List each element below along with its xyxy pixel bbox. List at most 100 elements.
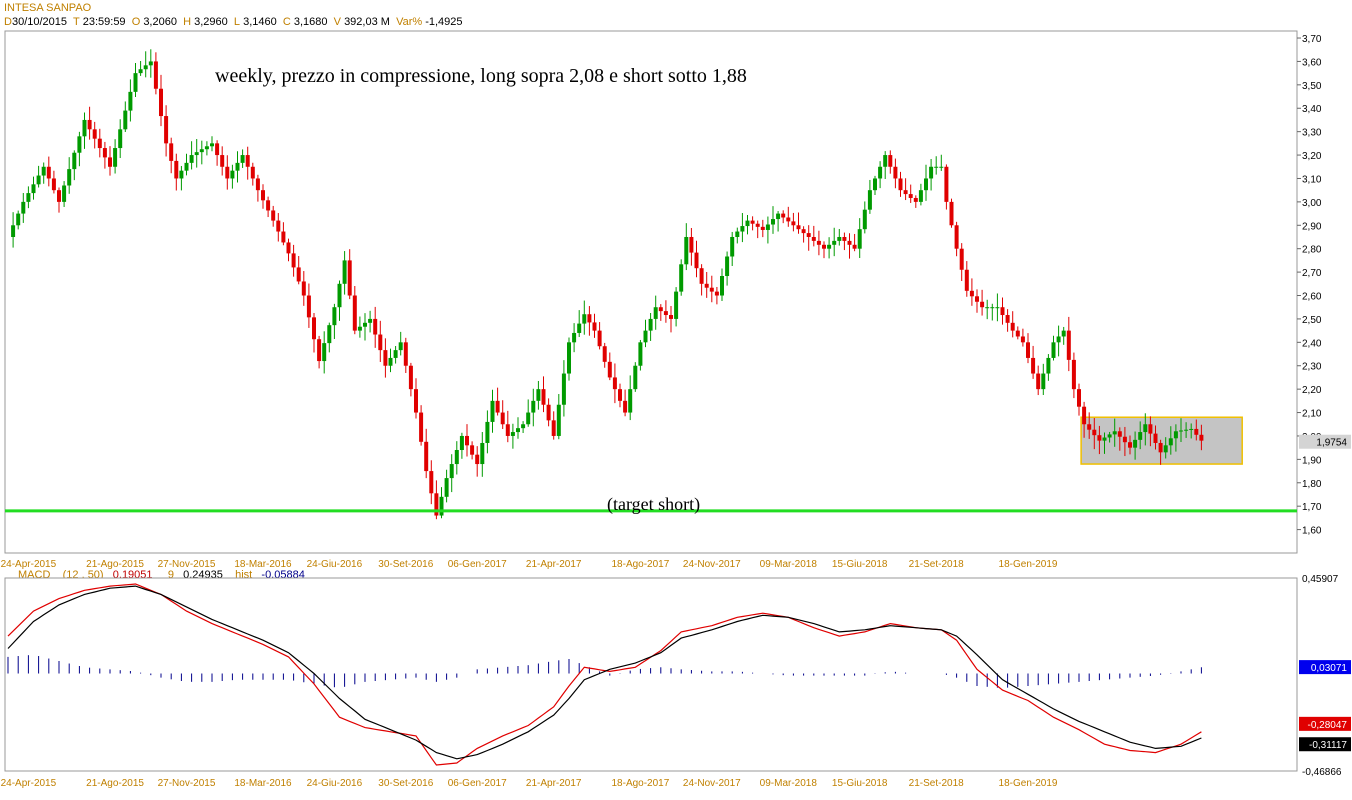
last-price-label: 1,9754 [1299,434,1351,449]
price-tick-label: 2,40 [1302,338,1322,349]
candle [898,171,903,197]
candle-body [1173,431,1178,439]
hist-value-label-bg [1299,660,1351,675]
candle [704,272,709,298]
candle [959,243,964,282]
price-tick-label: 2,30 [1302,362,1322,373]
time-value: 23:59:59 [82,16,126,28]
candle [1092,418,1097,450]
candle-body [199,149,204,153]
candle [419,405,424,446]
hist-value-label-text: 0,03071 [1311,663,1348,674]
candle [1020,328,1025,347]
candle [439,487,444,519]
candle-body [1082,406,1087,425]
candle [924,164,928,201]
candle-body [964,269,969,291]
candle-body [1005,315,1010,323]
candle [1117,427,1122,451]
candle-body [847,240,852,245]
candle-body [643,330,648,343]
annotation-main: weekly, prezzo in compressione, long sop… [215,65,747,87]
candle-body [516,428,520,433]
candle-body [954,225,959,249]
last-price-label-bg [1299,434,1351,449]
candle [301,271,306,306]
candle-body [924,178,928,191]
candle [618,383,622,408]
candle-body [903,190,908,195]
macd-tick-label: 0,45907 [1302,574,1339,585]
candle-body [735,231,740,237]
candle [1184,422,1189,438]
candle [709,275,714,303]
candle-body [893,166,898,179]
candle-body [760,226,765,230]
candle-body [322,343,327,362]
candle-body [510,432,515,436]
candle [1112,418,1117,447]
last-price-label-text: 1,9754 [1316,438,1347,449]
candle [250,162,255,186]
candle-body [383,350,388,366]
candle-body [490,400,495,422]
candle [378,320,383,362]
candle [541,376,546,413]
candle [189,141,194,170]
signal-value-label-text: -0,31117 [1309,740,1347,751]
candle [1056,325,1061,357]
date-tick-label: 30-Set-2016 [378,778,433,789]
date-label: D [4,16,12,28]
candle [46,156,51,187]
candle [363,313,367,341]
candle-body [704,283,709,288]
candle [215,140,220,166]
candle [296,256,301,285]
candle [51,170,56,194]
candle-body [628,389,633,413]
candle [11,212,16,248]
candle [679,259,684,296]
candle [459,432,464,459]
candle [485,410,490,454]
candle-body [475,454,480,465]
candle [1036,365,1041,396]
candle-body [1092,429,1097,436]
candle-body [500,412,505,425]
candle [393,345,398,364]
date-tick-label: 18-Ago-2017 [611,559,669,570]
candle-body [939,166,944,168]
signal-period: 9 [167,569,174,581]
candle-body [648,318,653,331]
candle-body [378,334,383,351]
candle-body [459,435,464,451]
candle [653,295,658,330]
candle [357,316,362,338]
candle-body [398,342,403,351]
var-label: Var% [396,16,423,28]
candle [852,233,857,252]
date-tick-label: 24-Apr-2015 [1,778,57,789]
candle [261,184,265,209]
candle [648,312,653,341]
candle [949,198,954,228]
candle [383,338,388,378]
candle [689,227,694,266]
candle-body [679,264,684,292]
candle-body [327,325,332,344]
candle [1077,383,1081,416]
candle-body [1056,336,1061,343]
candle-body [888,155,893,167]
candle [531,388,536,427]
candle-body [781,213,786,218]
candle [1026,333,1030,364]
high-value: 3,2960 [194,16,228,28]
candle-body [276,220,281,232]
candle [801,226,806,243]
date-tick-label: 18-Ago-2017 [611,778,669,789]
candle-body [373,318,378,335]
candle-body [159,88,163,117]
date-tick-label: 24-Giu-2016 [307,559,363,570]
candle [454,441,459,475]
candle [1143,413,1148,446]
